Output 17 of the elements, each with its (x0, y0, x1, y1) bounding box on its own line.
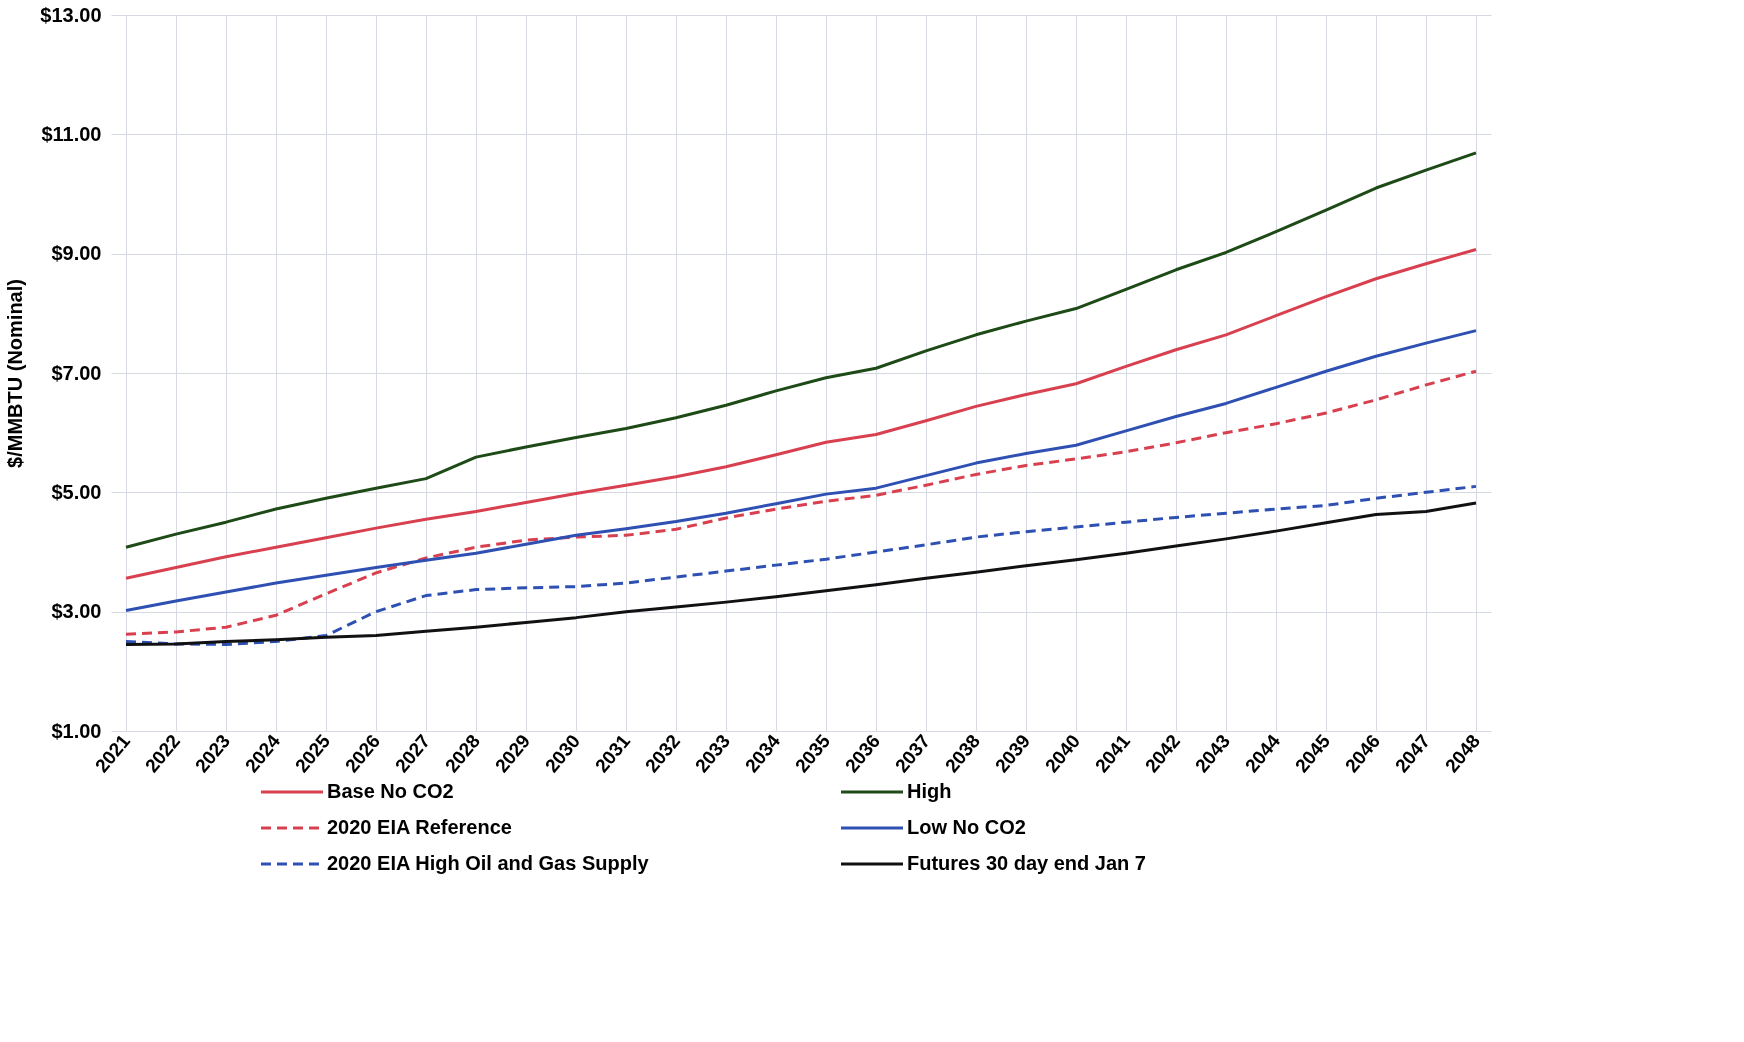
line-series (124, 247, 1478, 580)
legend-label: High (907, 780, 952, 802)
y-tick-label: $7.00 (51, 361, 102, 384)
legend-label: 2020 EIA High Oil and Gas Supply (327, 852, 650, 874)
line-series (124, 151, 1478, 549)
legend-label: Base No CO2 (327, 780, 454, 802)
line-series (124, 329, 1478, 612)
y-tick-label: $3.00 (51, 600, 102, 623)
legend-label: Low No CO2 (907, 816, 1026, 838)
y-tick-label: $9.00 (51, 242, 102, 265)
y-axis-title: $/MMBTU (Nominal) (4, 279, 27, 468)
line-series (124, 369, 1478, 636)
y-tick-label: $5.00 (51, 480, 102, 503)
y-tick-label: $11.00 (41, 122, 102, 145)
legend-label: Futures 30 day end Jan 7 (907, 852, 1146, 874)
legend-label: 2020 EIA Reference (327, 816, 512, 838)
y-tick-label: $13.00 (40, 3, 102, 26)
